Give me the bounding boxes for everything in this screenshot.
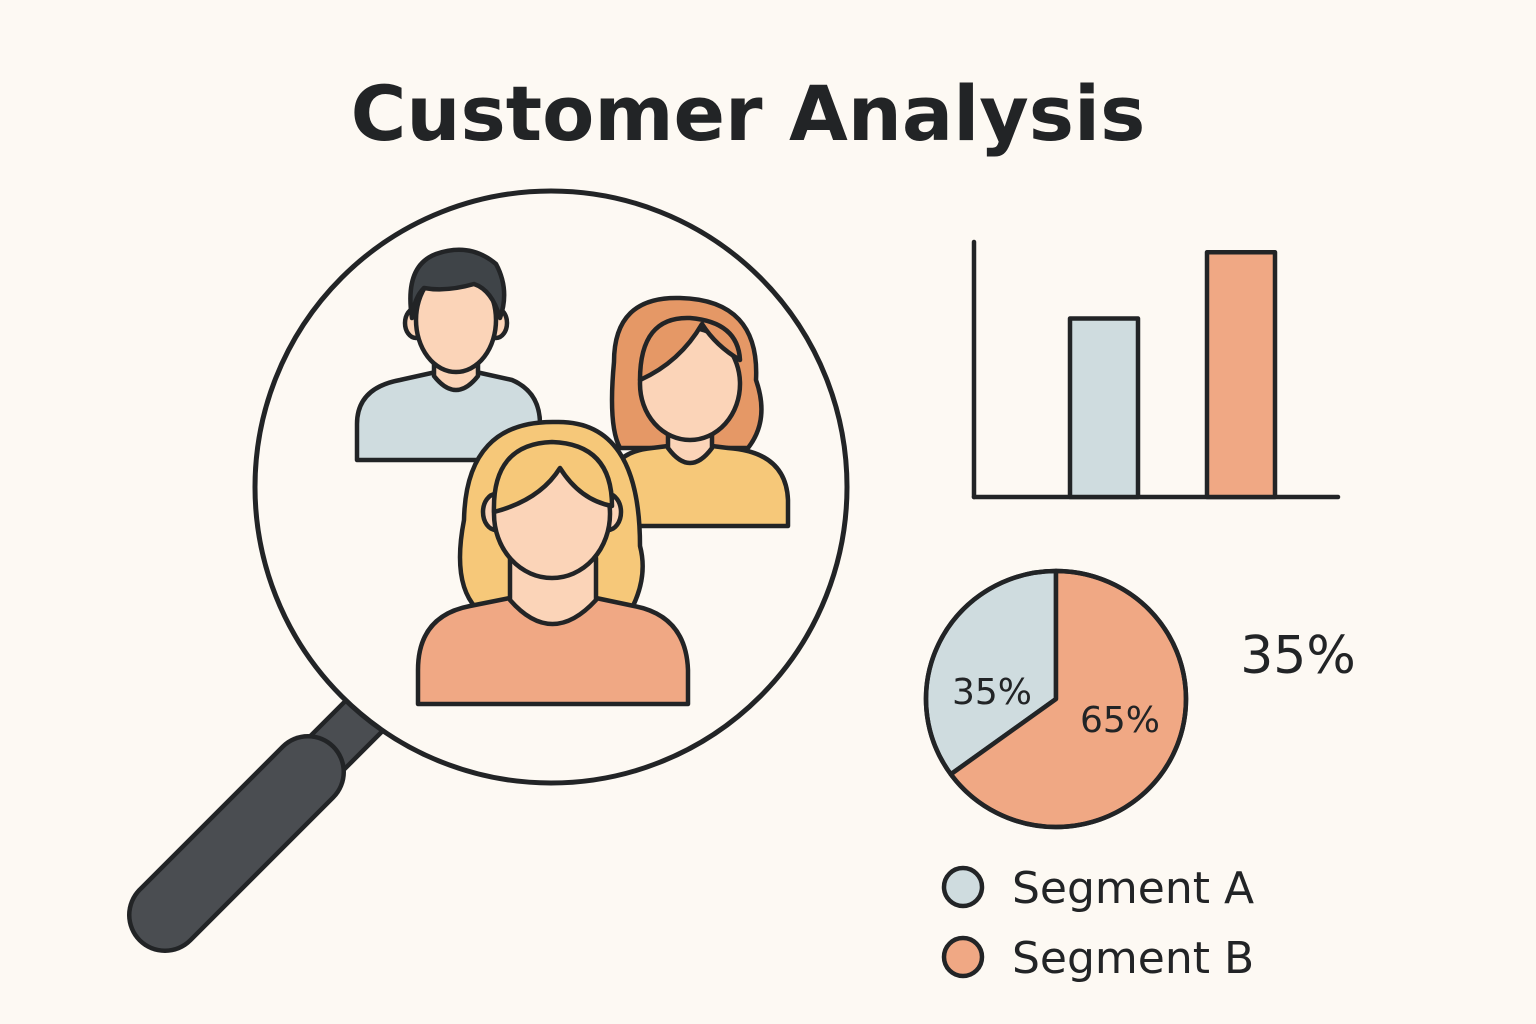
bar-2 bbox=[1204, 249, 1278, 500]
man-avatar-icon bbox=[354, 247, 543, 463]
side-percentage-label: 35% bbox=[1240, 626, 1356, 686]
pie-chart: 35% 65% bbox=[923, 568, 1189, 830]
bar-1 bbox=[1067, 316, 1141, 500]
legend-label-segment-a: Segment A bbox=[1012, 863, 1254, 914]
bar-chart bbox=[971, 239, 1341, 500]
legend-swatch-segment-b bbox=[941, 935, 985, 979]
legend-item-segment-b: Segment B bbox=[941, 933, 1254, 984]
page-title: Customer Analysis bbox=[351, 69, 1146, 158]
pie-label-segment-b: 65% bbox=[1080, 700, 1160, 741]
pie-label-segment-a: 35% bbox=[952, 672, 1032, 713]
legend-swatch-segment-a bbox=[941, 865, 985, 909]
legend-item-segment-a: Segment A bbox=[941, 863, 1254, 914]
pie-outline bbox=[923, 568, 1189, 830]
lens-rim bbox=[252, 188, 850, 786]
magnifying-glass-icon bbox=[127, 188, 850, 953]
auburn-woman-avatar-icon bbox=[609, 295, 791, 529]
blonde-woman-avatar-icon bbox=[415, 419, 691, 707]
legend: Segment A Segment B bbox=[941, 863, 1254, 984]
legend-label-segment-b: Segment B bbox=[1012, 933, 1254, 984]
